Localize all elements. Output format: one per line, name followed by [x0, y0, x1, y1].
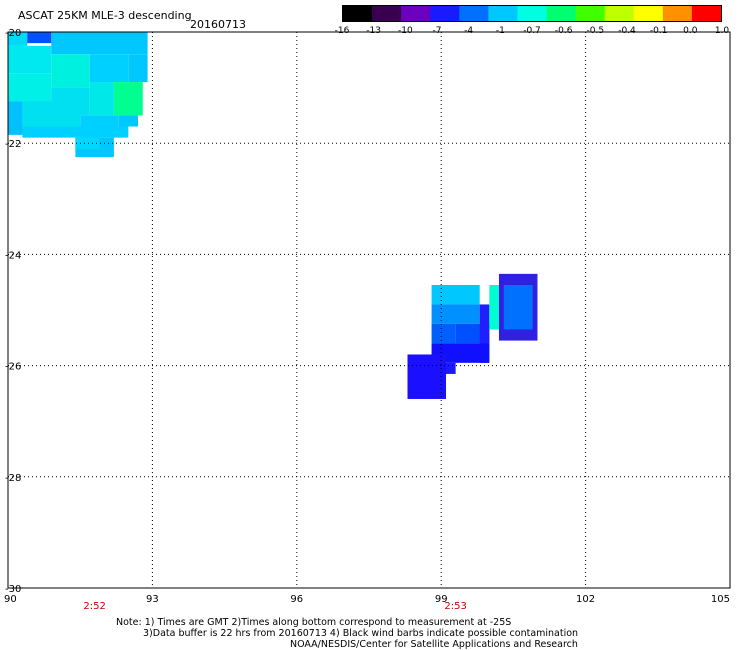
- data-cell: [431, 284, 480, 305]
- lat-label: -20: [5, 28, 21, 39]
- data-cell: [8, 32, 28, 46]
- data-cell: [89, 54, 129, 83]
- lon-label: 96: [290, 594, 303, 605]
- lon-label: 102: [576, 594, 595, 605]
- colorbar-label: -13: [366, 26, 382, 36]
- data-cell: [113, 82, 143, 116]
- time-label: 2:52: [83, 601, 105, 612]
- footer-credit: NOAA/NESDIS/Center for Satellite Applica…: [290, 639, 578, 650]
- colorbar-swatch: [488, 6, 518, 21]
- data-cell: [118, 115, 138, 127]
- colorbar-swatch: [575, 6, 606, 21]
- time-labels: 2:52 2:53: [83, 601, 466, 612]
- lat-label: -22: [5, 139, 21, 150]
- data-cell: [51, 32, 148, 55]
- lat-label: -30: [5, 584, 21, 595]
- data-cell: [431, 323, 456, 344]
- colorbar: [342, 5, 722, 22]
- data-cell: [8, 45, 52, 74]
- lon-label: 99: [435, 594, 448, 605]
- data-cell: [503, 284, 533, 330]
- data-cell: [431, 343, 490, 363]
- lon-label: 93: [146, 594, 159, 605]
- lat-labels: -20 -22 -24 -26 -28 -30: [5, 28, 21, 595]
- colorbar-label: -0.4: [618, 26, 636, 36]
- lat-label: -24: [5, 250, 21, 261]
- colorbar-label: -0.1: [649, 26, 668, 36]
- footer-note-2: 3)Data buffer is 22 hrs from 20160713 4)…: [143, 628, 579, 639]
- data-cell: [22, 126, 129, 138]
- time-label: 2:53: [444, 601, 466, 612]
- colorbar-label: -0.5: [586, 26, 605, 36]
- data-cell: [128, 54, 148, 83]
- data-cell: [489, 284, 499, 330]
- colorbar-swatch: [430, 6, 460, 21]
- data-cell: [431, 304, 480, 324]
- data-cells: [8, 32, 538, 399]
- map-title: ASCAT 25KM MLE-3 descending: [18, 9, 192, 22]
- colorbar-label: -4: [464, 26, 474, 36]
- colorbar-swatch: [691, 6, 721, 21]
- colorbar-swatch: [633, 6, 664, 21]
- colorbar-swatch: [401, 6, 431, 21]
- colorbar-labels: -16 -13 -10 -7 -4 -1 -0.7 -0.6 -0.5 -0.4 -0.1 0.0 1.…: [330, 26, 734, 38]
- colorbar-label: 1.0: [714, 26, 730, 36]
- colorbar-swatch: [343, 6, 373, 21]
- colorbar-label: -0.7: [523, 26, 541, 36]
- data-cell: [51, 54, 90, 88]
- data-cell: [479, 304, 490, 363]
- plot-frame: [7, 31, 731, 589]
- colorbar-label: -1: [495, 26, 505, 36]
- data-cell: [22, 101, 81, 127]
- footer-note-1: Note: 1) Times are GMT 2)Times along bot…: [116, 617, 512, 628]
- colorbar-swatch: [372, 6, 402, 21]
- data-cell: [407, 354, 447, 399]
- colorbar-label: -10: [397, 26, 413, 36]
- lon-labels: 90 93 96 99 102 105: [4, 594, 730, 605]
- colorbar-label: -16: [334, 26, 350, 36]
- colorbar-swatch: [459, 6, 489, 21]
- lon-label: 105: [711, 594, 730, 605]
- colorbar-swatch: [546, 6, 577, 21]
- colorbar-label: -7: [432, 26, 442, 36]
- lon-label: 90: [4, 594, 17, 605]
- colorbar-swatch: [604, 6, 635, 21]
- lat-label: -26: [5, 362, 21, 373]
- colorbar-label: -0.6: [554, 26, 573, 36]
- colorbar-swatch: [662, 6, 693, 21]
- colorbar-label: 0.0: [683, 26, 698, 36]
- data-cell: [75, 137, 100, 149]
- data-cell: [89, 82, 114, 116]
- data-cell: [8, 73, 52, 102]
- data-cell: [8, 101, 23, 135]
- lat-label: -28: [5, 473, 21, 484]
- map-date: 20160713: [190, 18, 246, 31]
- data-cell: [27, 32, 52, 44]
- colorbar-swatch: [517, 6, 548, 21]
- data-cell: [441, 362, 456, 374]
